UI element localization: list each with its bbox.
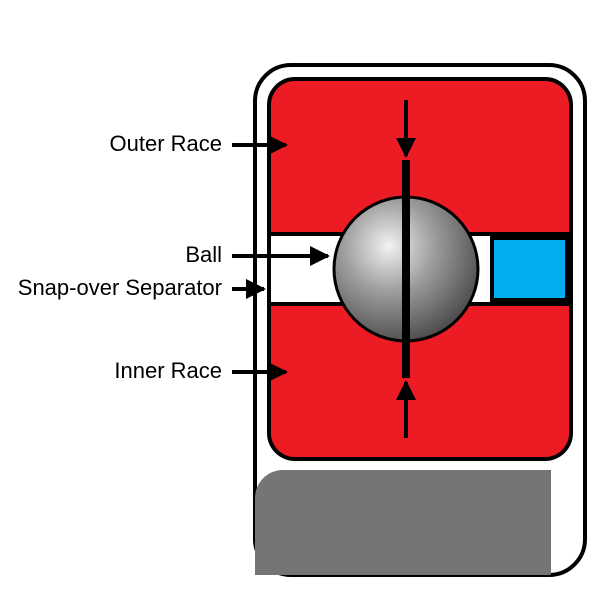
separator-chip: [492, 238, 567, 300]
shaft-notch: [255, 470, 551, 575]
label-inner-race: Inner Race: [114, 358, 222, 384]
label-separator: Snap-over Separator: [18, 275, 222, 301]
label-ball: Ball: [185, 242, 222, 268]
label-outer-race: Outer Race: [110, 131, 223, 157]
